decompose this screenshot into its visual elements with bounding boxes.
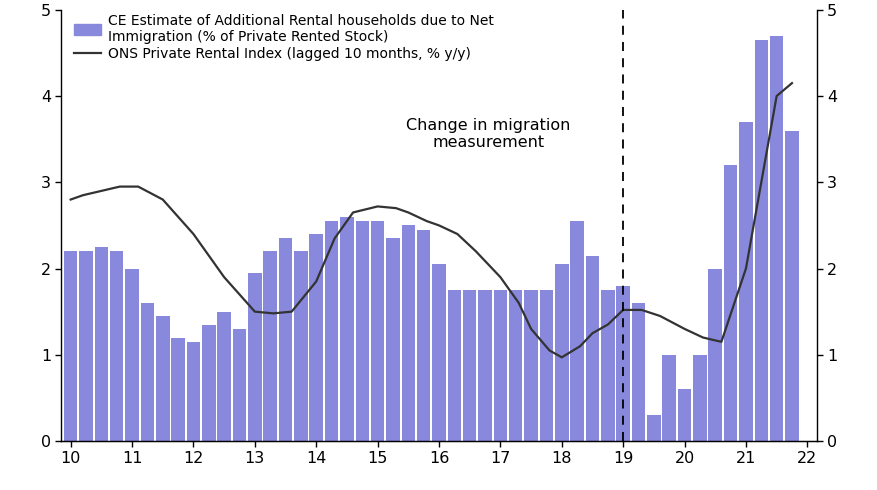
Bar xyxy=(401,225,415,441)
Text: Change in migration
measurement: Change in migration measurement xyxy=(405,118,570,150)
Bar xyxy=(554,264,568,441)
Bar xyxy=(646,415,660,441)
Bar xyxy=(493,290,507,441)
Bar xyxy=(140,303,154,441)
Bar xyxy=(95,247,108,441)
Bar xyxy=(631,303,645,441)
Bar xyxy=(79,251,93,441)
Bar xyxy=(248,273,261,441)
Bar xyxy=(386,238,399,441)
Bar xyxy=(738,122,752,441)
Bar xyxy=(753,40,767,441)
Bar xyxy=(64,251,77,441)
Bar xyxy=(339,217,353,441)
Bar xyxy=(355,221,368,441)
Bar xyxy=(723,165,737,441)
Bar xyxy=(156,316,169,441)
Bar xyxy=(509,290,522,441)
Bar xyxy=(263,251,276,441)
Bar xyxy=(769,36,782,441)
Bar xyxy=(662,355,675,441)
Bar xyxy=(370,221,384,441)
Bar xyxy=(431,264,446,441)
Bar xyxy=(524,290,538,441)
Bar xyxy=(202,324,215,441)
Bar xyxy=(692,355,706,441)
Bar xyxy=(110,251,124,441)
Bar xyxy=(708,269,721,441)
Bar xyxy=(462,290,476,441)
Bar xyxy=(570,221,583,441)
Bar xyxy=(294,251,307,441)
Bar xyxy=(279,238,292,441)
Bar xyxy=(309,234,323,441)
Bar xyxy=(601,290,614,441)
Bar xyxy=(677,389,690,441)
Bar xyxy=(217,312,231,441)
Bar xyxy=(539,290,553,441)
Bar xyxy=(232,329,246,441)
Bar xyxy=(585,256,598,441)
Bar xyxy=(447,290,460,441)
Bar xyxy=(125,269,139,441)
Bar xyxy=(171,338,185,441)
Bar xyxy=(324,221,338,441)
Bar xyxy=(616,286,629,441)
Bar xyxy=(417,230,430,441)
Bar xyxy=(784,130,798,441)
Bar xyxy=(478,290,491,441)
Bar xyxy=(187,342,200,441)
Legend: CE Estimate of Additional Rental households due to Net
Immigration (% of Private: CE Estimate of Additional Rental househo… xyxy=(72,12,495,63)
